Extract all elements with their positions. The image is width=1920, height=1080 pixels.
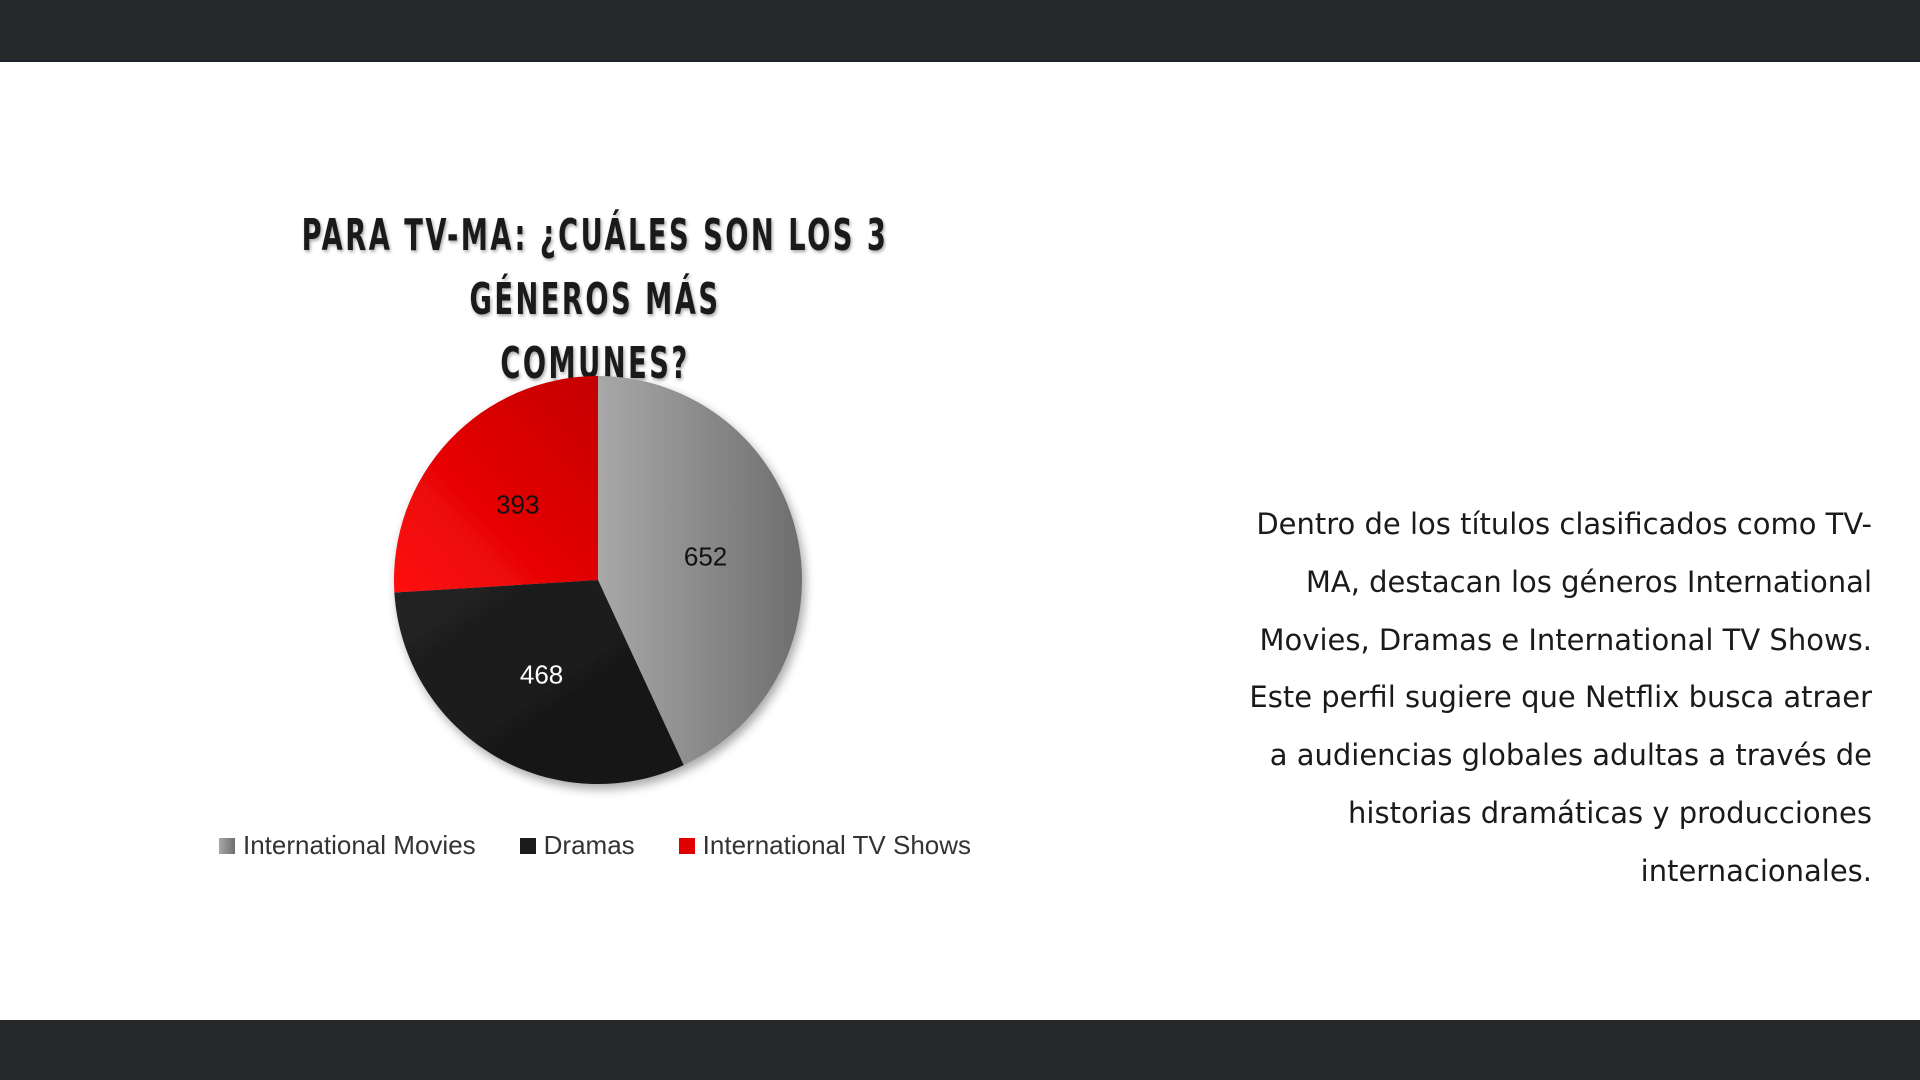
pie-chart: 652 468 393 bbox=[394, 376, 803, 784]
chart-legend: International Movies Dramas Internationa… bbox=[0, 830, 1190, 861]
bottom-bar bbox=[0, 1020, 1920, 1080]
legend-swatch-dramas bbox=[519, 837, 536, 854]
data-label-international-movies: 652 bbox=[684, 541, 727, 571]
pie-slice-international-tv-shows bbox=[394, 376, 598, 593]
chart-title-line-1: PARA TV-MA: ¿CUÁLES SON LOS 3 GÉNEROS MÁ… bbox=[301, 210, 889, 325]
legend-label-dramas: Dramas bbox=[543, 830, 635, 860]
legend-item-international-movies: International Movies bbox=[218, 830, 476, 861]
data-label-international-tv-shows: 393 bbox=[496, 490, 539, 520]
legend-item-international-tv-shows: International TV Shows bbox=[678, 830, 972, 861]
legend-swatch-international-tv-shows bbox=[678, 837, 695, 854]
legend-label-international-movies: International Movies bbox=[242, 830, 476, 860]
top-bar bbox=[0, 0, 1920, 62]
pie-slice-international-movies bbox=[598, 376, 803, 766]
chart-title: PARA TV-MA: ¿CUÁLES SON LOS 3 GÉNEROS MÁ… bbox=[282, 204, 908, 396]
legend-label-international-tv-shows: International TV Shows bbox=[702, 830, 972, 860]
pie-slice-dramas bbox=[394, 580, 684, 784]
description-text: Dentro de los títulos clasificados como … bbox=[1249, 507, 1872, 888]
legend-item-dramas: Dramas bbox=[519, 830, 635, 861]
data-label-dramas: 468 bbox=[520, 660, 563, 690]
legend-swatch-international-movies bbox=[218, 837, 235, 854]
